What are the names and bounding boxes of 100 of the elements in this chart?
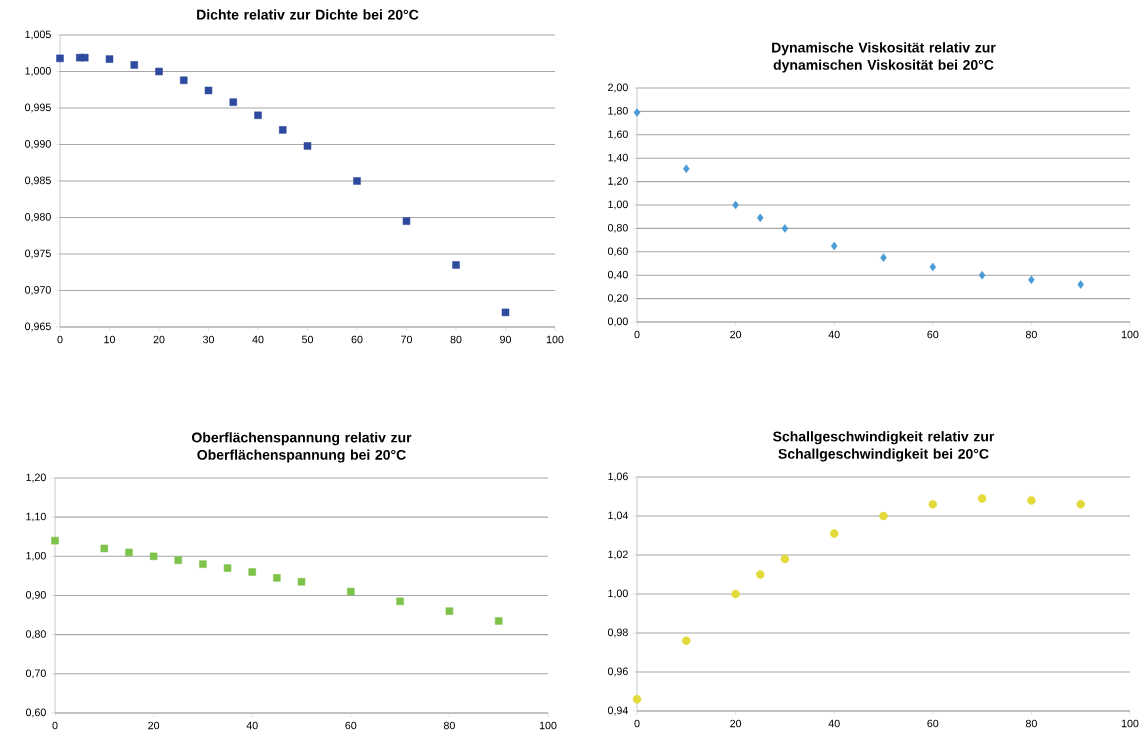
y-tick-label: 0,00 <box>607 317 628 327</box>
point <box>273 574 281 582</box>
point <box>297 578 306 586</box>
x-tick-label: 20 <box>730 330 742 339</box>
x-tick-label: 40 <box>828 330 840 339</box>
chart-title: Dynamische Viskosität relativ zur dynamischen Viskosität bei 20°C <box>772 42 996 73</box>
x-tick-label: 80 <box>1025 330 1037 339</box>
y-tick-label: 0,94 <box>607 706 628 716</box>
y-tick-label: 0,80 <box>607 223 628 233</box>
point <box>396 597 404 606</box>
point <box>229 98 237 106</box>
point <box>781 224 789 233</box>
x-tick-label: 0 <box>634 330 640 339</box>
point <box>830 241 838 251</box>
point <box>780 554 790 564</box>
point <box>928 500 938 509</box>
point <box>879 511 888 521</box>
x-tick-label: 60 <box>927 330 939 339</box>
point <box>223 564 232 572</box>
x-tick-label: 20 <box>153 335 165 344</box>
x-tick-label: 20 <box>148 721 160 730</box>
point <box>977 494 987 503</box>
y-tick-label: 1,20 <box>26 473 46 483</box>
x-tick-label: 70 <box>401 335 413 344</box>
y-tick-label: 0,90 <box>25 591 46 600</box>
point <box>279 126 287 134</box>
x-tick-label: 40 <box>252 335 264 344</box>
y-tick-label: 1,06 <box>608 472 628 482</box>
y-tick-label: 0,60 <box>25 708 46 718</box>
point <box>149 552 158 561</box>
y-tick-label: 0,80 <box>25 630 46 640</box>
y-tick-label: 0,70 <box>25 669 46 679</box>
x-tick-label: 100 <box>1121 330 1139 339</box>
point <box>347 587 355 596</box>
x-tick-label: 80 <box>450 335 462 344</box>
chart-title: Oberflächenspannung relativ zur Oberflächenspannung bei 20°C <box>192 432 412 463</box>
point <box>204 86 213 95</box>
point <box>756 213 764 223</box>
y-tick-label: 0,20 <box>607 294 628 303</box>
point <box>929 262 937 272</box>
point <box>1077 280 1084 289</box>
point <box>494 617 503 625</box>
x-tick-label: 80 <box>1025 719 1037 728</box>
y-tick-label: 1,00 <box>26 551 46 561</box>
point <box>303 142 312 150</box>
point <box>254 111 262 120</box>
point <box>632 695 642 704</box>
point <box>130 61 138 69</box>
y-tick-label: 0,970 <box>25 286 51 295</box>
point <box>1076 500 1085 509</box>
x-tick-label: 10 <box>104 335 116 344</box>
x-tick-label: 100 <box>539 721 557 730</box>
x-tick-label: 0 <box>52 721 58 730</box>
point <box>1027 496 1036 505</box>
y-tick-label: 1,80 <box>608 106 628 116</box>
x-tick-label: 40 <box>828 719 840 728</box>
point <box>683 164 690 173</box>
x-tick-label: 60 <box>351 335 363 344</box>
point <box>199 560 207 568</box>
y-tick-label: 0,965 <box>25 322 51 332</box>
x-tick-label: 20 <box>730 719 742 728</box>
x-tick-label: 50 <box>301 335 314 344</box>
x-tick-label: 40 <box>246 721 258 730</box>
point <box>633 108 641 117</box>
y-tick-label: 1,60 <box>608 130 628 140</box>
y-tick-label: 2,00 <box>608 83 628 93</box>
point <box>353 177 361 185</box>
point <box>51 536 59 545</box>
point <box>155 67 163 76</box>
y-tick-label: 1,02 <box>608 550 628 560</box>
y-tick-label: 0,96 <box>607 667 628 677</box>
point <box>81 53 89 62</box>
y-tick-label: 0,990 <box>25 140 51 149</box>
y-tick-label: 0,60 <box>607 247 628 257</box>
point <box>731 589 740 599</box>
point <box>682 636 691 646</box>
y-tick-label: 0,98 <box>607 628 628 638</box>
point <box>829 529 839 538</box>
y-tick-label: 0,995 <box>25 103 51 113</box>
y-tick-label: 0,975 <box>25 249 51 259</box>
point <box>125 548 133 557</box>
point <box>100 544 109 553</box>
x-tick-label: 60 <box>927 719 939 728</box>
y-tick-label: 0,985 <box>25 176 51 186</box>
y-tick-label: 1,00 <box>608 589 628 599</box>
point <box>174 556 182 564</box>
y-tick-label: 1,00 <box>608 200 628 210</box>
y-tick-label: 0,980 <box>25 213 51 222</box>
x-tick-label: 100 <box>1121 719 1139 728</box>
x-tick-label: 100 <box>546 335 564 344</box>
x-tick-label: 0 <box>57 335 63 344</box>
point <box>978 270 986 280</box>
point <box>880 253 887 262</box>
point <box>402 217 411 225</box>
x-tick-label: 0 <box>634 719 640 728</box>
y-tick-label: 1,000 <box>25 67 51 76</box>
point <box>1028 275 1035 285</box>
y-tick-label: 1,10 <box>26 512 46 522</box>
x-tick-label: 30 <box>202 335 215 344</box>
chart-title: Dichte relativ zur Dichte bei 20°C <box>197 9 419 20</box>
